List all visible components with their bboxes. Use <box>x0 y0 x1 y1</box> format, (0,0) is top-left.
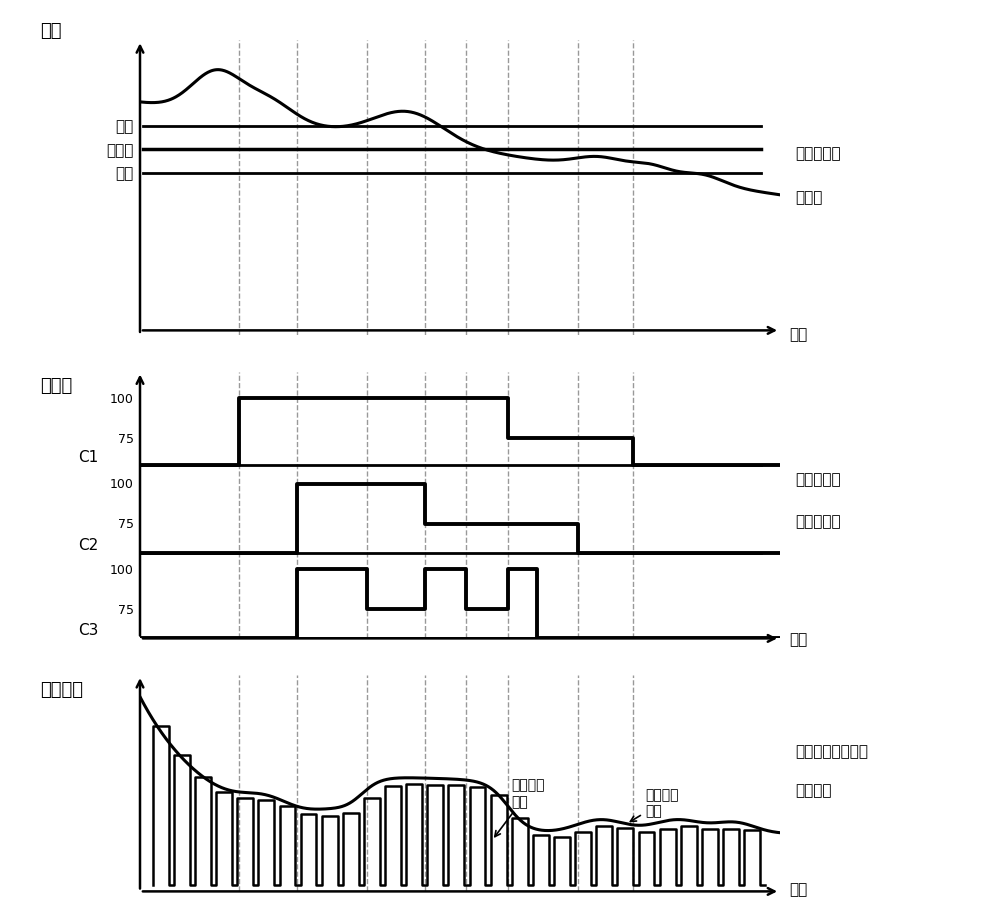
Text: 压缩机组工: 压缩机组工 <box>795 471 841 486</box>
Text: 100: 100 <box>110 392 134 405</box>
Text: 设定値: 设定値 <box>106 142 134 158</box>
Text: 时序脉冲: 时序脉冲 <box>40 680 83 698</box>
Text: 压力: 压力 <box>40 21 62 40</box>
Text: C3: C3 <box>78 622 98 638</box>
Text: 75: 75 <box>118 603 134 616</box>
Text: 上限: 上限 <box>115 119 134 134</box>
Text: 时间: 时间 <box>790 880 808 896</box>
Text: 吸气压力变: 吸气压力变 <box>795 145 841 161</box>
Text: 定时器设
定値: 定时器设 定値 <box>630 788 679 822</box>
Text: C1: C1 <box>78 449 98 464</box>
Text: 100: 100 <box>110 478 134 491</box>
Text: 压缩机加卸载调节: 压缩机加卸载调节 <box>795 743 868 758</box>
Text: 作状态曲线: 作状态曲线 <box>795 514 841 529</box>
Text: 时间: 时间 <box>790 631 808 646</box>
Text: 100: 100 <box>110 563 134 576</box>
Text: C2: C2 <box>78 537 98 552</box>
Text: 75: 75 <box>118 432 134 446</box>
Text: 下限: 下限 <box>115 166 134 181</box>
Text: 75: 75 <box>118 517 134 530</box>
Text: 函数曲线: 函数曲线 <box>795 782 832 798</box>
Text: 化曲线: 化曲线 <box>795 189 822 205</box>
Text: 定时器当
前値: 定时器当 前値 <box>495 777 545 836</box>
Text: 压缩机: 压缩机 <box>40 377 72 395</box>
Text: 时间: 时间 <box>790 327 808 342</box>
